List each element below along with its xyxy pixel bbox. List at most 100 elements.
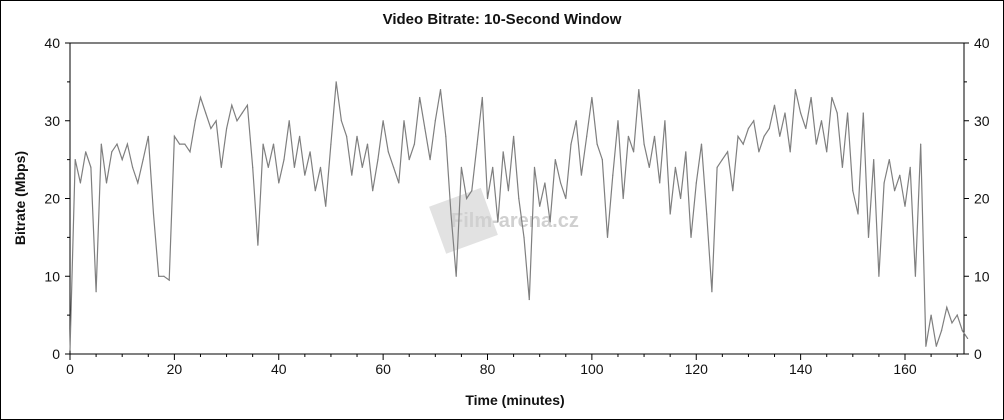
data-point (805, 127, 807, 130)
data-point (194, 120, 196, 122)
data-point (763, 135, 765, 137)
data-point (74, 159, 76, 161)
data-point (836, 112, 838, 114)
data-point (460, 166, 463, 168)
data-point (690, 236, 692, 238)
data-point (820, 120, 823, 122)
data-point (173, 135, 175, 137)
x-tick-label: 20 (167, 361, 183, 377)
data-point (716, 166, 718, 168)
data-point (967, 337, 969, 340)
data-point (69, 349, 71, 351)
watermark: Film-arena.cz (429, 187, 579, 254)
data-point (111, 151, 113, 153)
data-point (940, 330, 943, 332)
data-point (648, 166, 650, 168)
data-point (79, 182, 82, 184)
data-point (935, 345, 937, 347)
data-point (862, 112, 864, 114)
y-axis-label: Bitrate (Mbps) (12, 151, 28, 245)
data-point (925, 345, 927, 347)
data-point (946, 306, 948, 308)
x-axis-label: Time (minutes) (465, 392, 564, 408)
series-group (69, 81, 969, 351)
data-point (293, 166, 296, 168)
data-point (669, 213, 671, 215)
plot-frame (69, 42, 965, 355)
data-point (241, 112, 243, 114)
y-tick-label-right: 40 (974, 35, 990, 51)
data-point (956, 314, 958, 316)
data-point (789, 151, 791, 153)
x-tick-label: 100 (580, 361, 604, 377)
data-point (90, 166, 92, 168)
data-point (116, 143, 118, 145)
data-point (502, 151, 504, 153)
data-point (617, 120, 619, 122)
data-point (246, 104, 249, 106)
data-point (351, 174, 353, 176)
data-point (85, 151, 87, 153)
data-point (413, 143, 416, 145)
data-point (345, 135, 348, 137)
data-point (518, 197, 520, 200)
data-point (325, 205, 327, 207)
data-point (826, 151, 828, 153)
data-point (815, 143, 817, 145)
x-tick-label: 140 (789, 361, 813, 377)
watermark-text: Film-arena.cz (451, 210, 579, 232)
data-point (659, 182, 661, 184)
data-point (356, 135, 358, 137)
data-point (419, 96, 421, 99)
data-point (852, 190, 854, 192)
x-tick-label: 120 (685, 361, 709, 377)
data-point (220, 166, 222, 168)
data-point (330, 143, 332, 145)
data-point (685, 151, 687, 153)
y-tick-label-right: 30 (974, 113, 990, 129)
data-point (883, 182, 885, 184)
data-point (914, 275, 917, 277)
data-point (455, 275, 457, 277)
data-point (721, 159, 723, 161)
data-point (257, 244, 259, 246)
data-point (377, 159, 379, 161)
data-point (559, 182, 562, 184)
data-point (606, 236, 609, 238)
data-point (445, 135, 447, 137)
data-point (137, 182, 139, 184)
data-point (888, 159, 890, 161)
data-point (158, 275, 160, 277)
watermark-logo-icon (429, 187, 498, 254)
data-point (205, 112, 207, 114)
x-tick-label: 160 (893, 361, 917, 377)
data-point (398, 182, 400, 184)
data-point (100, 143, 102, 145)
data-point (340, 120, 342, 122)
data-point (450, 213, 452, 215)
y-tick-label-right: 20 (974, 191, 990, 207)
data-point (554, 159, 556, 161)
data-point (904, 205, 906, 207)
data-point (773, 104, 776, 106)
data-point (382, 120, 384, 122)
data-point (742, 143, 744, 145)
data-point (596, 143, 598, 145)
data-point (236, 120, 238, 122)
data-point (784, 112, 786, 114)
data-point (466, 197, 468, 200)
data-point (471, 190, 473, 192)
data-point (252, 166, 254, 168)
data-point (523, 236, 525, 238)
data-point (533, 166, 536, 168)
data-point (121, 159, 123, 161)
data-point (857, 213, 859, 215)
data-point (497, 221, 499, 223)
data-point (810, 96, 812, 99)
data-point (779, 135, 781, 137)
y-tick-label-left: 10 (44, 268, 60, 284)
x-tick-label: 40 (271, 361, 287, 377)
data-point (747, 127, 750, 130)
data-point (335, 81, 337, 83)
